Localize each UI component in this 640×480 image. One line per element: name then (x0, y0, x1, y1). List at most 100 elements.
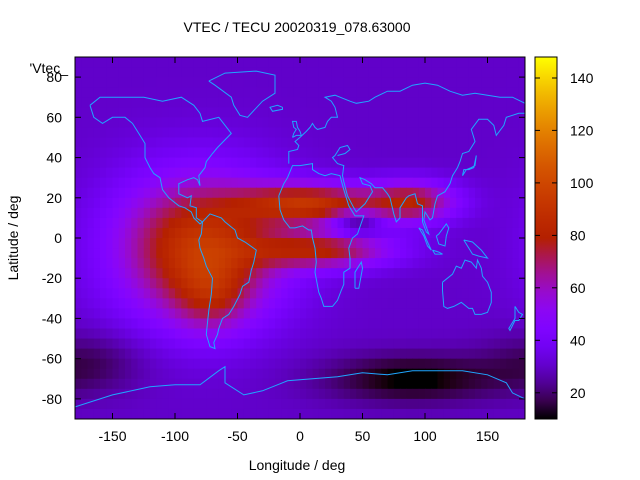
heat-cell (75, 167, 82, 179)
heat-cell (343, 278, 351, 289)
heat-cell (493, 207, 501, 219)
heat-cell (406, 298, 414, 309)
heat-cell (100, 368, 107, 380)
heat-cell (212, 97, 220, 108)
heat-cell (218, 87, 226, 98)
heat-cell (481, 227, 489, 239)
heat-cell (75, 348, 82, 360)
heat-cell (118, 107, 126, 118)
heat-cell (468, 107, 476, 118)
heat-cell (87, 187, 95, 199)
heat-cell (268, 227, 276, 239)
heat-cell (425, 328, 432, 340)
heat-cell (225, 207, 232, 219)
heat-cell (81, 348, 89, 360)
heat-cell (368, 278, 376, 289)
heat-cell (437, 67, 445, 78)
heat-cell (512, 288, 520, 299)
heat-cell (131, 67, 139, 78)
heat-cell (262, 408, 270, 419)
heat-cell (250, 298, 257, 309)
heat-cell (143, 77, 151, 88)
heat-cell (250, 398, 257, 410)
heat-cell (375, 97, 382, 108)
heat-cell (168, 258, 176, 269)
heat-cell (175, 107, 182, 118)
heat-cell (225, 97, 232, 108)
heat-cell (137, 268, 145, 279)
heat-cell (181, 388, 189, 400)
heat-cell (500, 258, 507, 269)
heat-cell (200, 248, 207, 259)
heat-cell (81, 388, 89, 400)
heat-cell (406, 288, 414, 299)
heat-cell (93, 358, 101, 370)
heat-cell (87, 258, 95, 269)
heat-cell (100, 288, 107, 299)
heat-cell (325, 288, 332, 299)
heat-cell (312, 388, 320, 400)
heat-cell (118, 258, 126, 269)
heat-cell (293, 177, 301, 189)
heat-cell (468, 57, 476, 68)
heat-cell (325, 217, 332, 229)
heat-cell (187, 378, 195, 390)
heat-cell (325, 227, 332, 239)
y-tick-label: 0 (54, 230, 62, 246)
heat-cell (231, 398, 239, 410)
y-tick-label: 40 (46, 150, 62, 166)
heat-cell (418, 388, 426, 400)
heat-cell (250, 268, 257, 279)
heat-cell (156, 117, 164, 128)
heat-cell (262, 318, 270, 330)
heat-cell (500, 348, 507, 360)
coastline-segment (288, 82, 525, 164)
heat-cell (481, 288, 489, 299)
heat-cell (137, 318, 145, 330)
heat-cell (268, 328, 276, 340)
heat-cell (131, 57, 139, 68)
heat-cell (425, 207, 432, 219)
heat-cell (406, 67, 414, 78)
heat-cell (212, 167, 220, 179)
heat-cell (425, 107, 432, 118)
heat-cell (400, 67, 407, 78)
heat-cell (337, 338, 345, 350)
heat-cell (418, 288, 426, 299)
heat-cell (481, 197, 489, 209)
heat-cell (200, 147, 207, 159)
heat-cell (143, 137, 151, 149)
heat-cell (350, 147, 357, 159)
heat-cell (493, 298, 501, 309)
heat-cell (112, 177, 120, 189)
heat-cell (500, 147, 507, 159)
heat-cell (475, 388, 482, 400)
heat-cell (412, 167, 420, 179)
heat-cell (312, 308, 320, 320)
heat-cell (287, 408, 295, 419)
heat-cell (468, 217, 476, 229)
heat-cell (425, 197, 432, 209)
heat-cell (425, 398, 432, 410)
heat-cell (262, 67, 270, 78)
heat-cell (137, 87, 145, 98)
heat-cell (281, 87, 289, 98)
heat-cell (81, 207, 89, 219)
heat-cell (431, 107, 439, 118)
heat-cell (487, 107, 495, 118)
heat-cell (175, 308, 182, 320)
heat-cell (493, 137, 501, 149)
heat-cell (281, 238, 289, 249)
heat-cell (356, 87, 364, 98)
heat-cell (181, 318, 189, 330)
heat-cell (325, 147, 332, 159)
heat-cell (368, 338, 376, 350)
heat-cell (418, 137, 426, 149)
heat-cell (381, 217, 389, 229)
heat-cell (312, 127, 320, 139)
heat-cell (362, 288, 370, 299)
heat-cell (518, 378, 525, 390)
heat-cell (156, 187, 164, 199)
heat-cell (268, 57, 276, 68)
heat-cell (462, 167, 470, 179)
